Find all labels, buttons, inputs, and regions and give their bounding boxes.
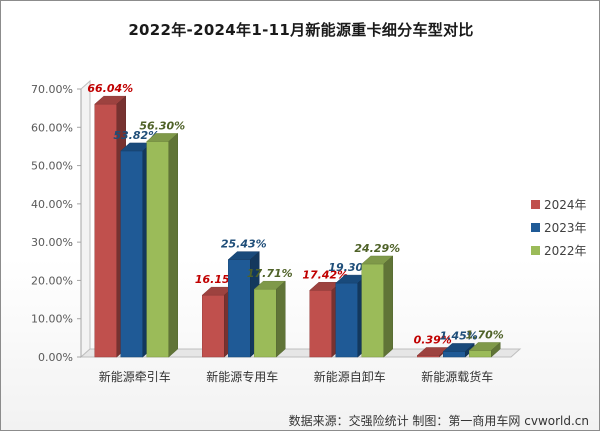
bar: [361, 263, 384, 358]
data-source-note: 数据来源：交强险统计 制图：第一商用车网 cvworld.cn: [288, 414, 589, 428]
bar: [202, 294, 225, 358]
data-label: 25.43%: [221, 238, 267, 251]
data-label: 1.70%: [466, 328, 504, 341]
data-label: 1.45%: [440, 329, 478, 342]
bar: [469, 350, 492, 358]
bar-side: [491, 341, 501, 358]
category-label: 新能源专用车: [206, 369, 278, 384]
category-label: 新能源牵引车: [99, 369, 171, 384]
y-tick-label: 30.00%: [31, 236, 73, 249]
bar: [146, 141, 169, 358]
category-label: 新能源自卸车: [314, 369, 386, 384]
legend-label: 2022年: [544, 244, 587, 258]
legend-label: 2024年: [544, 198, 587, 212]
y-tick-label: 20.00%: [31, 274, 73, 287]
bar: [94, 103, 117, 358]
bar: [120, 150, 143, 358]
y-tick-label: 0.00%: [38, 351, 73, 364]
data-label: 66.04%: [87, 82, 133, 95]
bar: [335, 282, 358, 358]
y-tick-label: 40.00%: [31, 198, 73, 211]
bar: [309, 290, 332, 358]
legend-swatch: [531, 200, 540, 209]
bar-side: [383, 255, 393, 358]
y-tick-label: 10.00%: [31, 313, 73, 326]
legend-swatch: [531, 246, 540, 255]
y-tick-label: 60.00%: [31, 121, 73, 134]
data-label: 0.39%: [414, 334, 452, 347]
data-label: 17.71%: [247, 267, 293, 280]
data-label: 24.29%: [354, 242, 400, 255]
bar-side: [276, 280, 286, 358]
bar: [254, 288, 277, 358]
side-wall: [80, 79, 91, 359]
y-tick-label: 70.00%: [31, 83, 73, 96]
data-label: 53.82%: [113, 129, 159, 142]
bar: [443, 351, 466, 358]
category-label: 新能源载货车: [421, 369, 493, 384]
y-tick-label: 50.00%: [31, 160, 73, 173]
legend-swatch: [531, 223, 540, 232]
data-label: 56.30%: [139, 119, 185, 132]
bar-side: [168, 132, 178, 358]
chart-title: 2022年-2024年1-11月新能源重卡细分车型对比: [128, 21, 474, 39]
legend-label: 2023年: [544, 221, 587, 235]
data-label: 17.42%: [302, 268, 348, 281]
